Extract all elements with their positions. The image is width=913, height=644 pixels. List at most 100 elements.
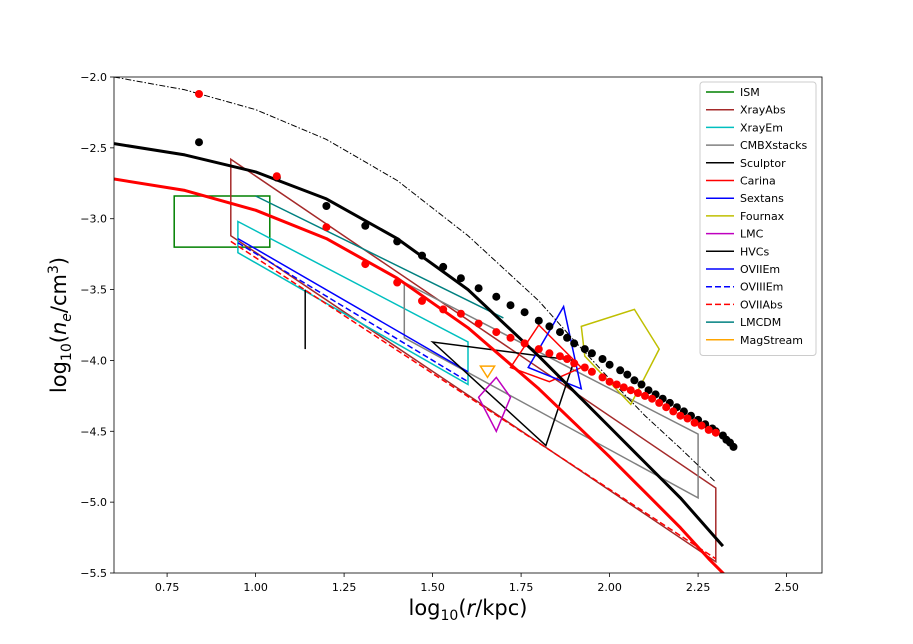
point-red-points-15: [563, 355, 572, 363]
y-tick-label: −3.5: [80, 284, 107, 297]
y-axis-label: log10(ne/cm3): [46, 257, 75, 393]
point-red-points-10: [506, 333, 515, 342]
legend-label-hvcs: HVCs: [740, 245, 769, 258]
shape-lmc-13: [477, 376, 512, 434]
point-red-points-3: [361, 260, 370, 269]
point-black-points-24: [637, 380, 646, 389]
legend-label-cmbxstacks: CMBXstacks: [740, 139, 807, 152]
x-tick-label: 2.00: [597, 581, 622, 594]
shape-hvcs-9: [430, 340, 576, 447]
x-tick-label: 2.50: [774, 581, 799, 594]
point-black-points-8: [474, 284, 483, 293]
point-red-points-32: [690, 418, 699, 427]
axes-layer: 0.75 1.00 1.25 1.50 1.75 2.00 2.25 2.50 −5.5 −5.0…: [80, 71, 799, 594]
x-tick-label: 2.25: [686, 581, 711, 594]
point-black-points-6: [439, 262, 448, 271]
y-tick-label: −5.0: [80, 496, 107, 509]
y-tick-label: −4.5: [80, 425, 107, 438]
point-red-points-26: [648, 394, 657, 403]
point-red-points-28: [662, 403, 671, 412]
legend-label-sextans: Sextans: [740, 192, 784, 205]
point-black-points-16: [570, 339, 579, 348]
y-tick-label: −2.5: [80, 142, 107, 155]
shape-cmbxstacks-3: [403, 281, 699, 500]
y-tick-label: −2.0: [80, 71, 107, 84]
point-red-points-24: [633, 389, 642, 397]
point-black-points-3: [361, 221, 370, 230]
point-red-points-27: [655, 398, 664, 407]
legend-label-fournax: Fournax: [740, 210, 785, 223]
point-black-points-19: [598, 355, 607, 363]
x-tick-label: 1.00: [243, 581, 268, 594]
point-black-points-14: [556, 328, 564, 337]
point-red-points-25: [641, 391, 649, 400]
plot-frame: [113, 76, 823, 574]
point-red-points-34: [704, 425, 713, 434]
legend-label-lmcdm: LMCDM: [740, 316, 781, 329]
x-axis-label: log10(r/kpc): [409, 596, 528, 624]
point-red-points-13: [545, 349, 554, 358]
point-red-points-16: [570, 359, 579, 368]
point-black-points-4: [393, 237, 402, 246]
x-tick-label: 1.25: [332, 581, 357, 594]
point-black-points-15: [563, 333, 572, 342]
data-layer: [114, 77, 738, 573]
point-red-points-5: [418, 296, 426, 305]
y-tick-label: −4.0: [80, 354, 107, 367]
point-red-points-1: [272, 172, 281, 181]
curve-model-black: [114, 142, 725, 548]
y-tick-label: −3.0: [80, 213, 107, 226]
point-red-points-20: [605, 377, 614, 386]
point-red-points-23: [626, 386, 635, 395]
shape-xrayem-2: [237, 220, 469, 386]
legend-label-oviiiem: OVIIIEm: [740, 281, 783, 294]
point-red-points-35: [711, 428, 720, 437]
point-black-points-17: [580, 345, 589, 354]
legend-label-magstream: MagStream: [740, 334, 803, 347]
point-black-points-23: [630, 376, 639, 385]
shape-lmcdm-4: [255, 195, 504, 319]
point-black-points-39: [729, 442, 738, 451]
shape-oviiabs-7: [230, 240, 717, 560]
x-tick-label: 1.75: [509, 581, 534, 594]
point-red-points-6: [439, 305, 448, 314]
point-red-points-4: [393, 278, 402, 287]
point-black-points-22: [623, 370, 632, 379]
point-black-points-21: [616, 366, 625, 375]
point-black-points-0: [195, 138, 203, 147]
point-black-points-10: [506, 301, 515, 310]
legend: ISM XrayAbs XrayEm CMBXstacks Sculptor Carina…: [699, 81, 817, 356]
point-red-points-12: [534, 345, 543, 354]
point-black-points-7: [456, 274, 465, 283]
point-red-points-8: [474, 319, 483, 328]
point-black-points-18: [587, 349, 596, 358]
legend-label-carina: Carina: [740, 175, 776, 188]
point-black-points-11: [520, 308, 529, 317]
point-black-points-9: [492, 292, 501, 301]
point-red-points-0: [195, 90, 203, 98]
y-tick-label: −5.5: [80, 567, 107, 580]
legend-label-lmc: LMC: [740, 228, 764, 241]
point-red-points-29: [669, 407, 678, 416]
shape-sextans-11: [527, 304, 583, 391]
curve-model-red: [114, 177, 726, 573]
point-red-points-7: [456, 309, 465, 318]
point-red-points-9: [492, 328, 501, 337]
point-red-points-11: [520, 339, 529, 348]
legend-label-sculptor: Sculptor: [740, 157, 786, 170]
point-red-points-19: [598, 373, 607, 382]
point-black-points-12: [534, 316, 543, 325]
legend-label-xrayabs: XrayAbs: [740, 104, 786, 117]
point-red-points-31: [683, 414, 692, 423]
x-tick-label: 1.50: [420, 581, 445, 594]
point-black-points-5: [418, 251, 426, 260]
x-tick-label: 0.75: [155, 581, 180, 594]
shape-ism-0: [173, 195, 271, 248]
point-red-points-14: [556, 352, 564, 361]
point-red-points-18: [587, 367, 596, 376]
legend-label-oviiabs: OVIIAbs: [740, 298, 783, 311]
point-black-points-2: [322, 202, 331, 210]
shape-magstream-14: [479, 365, 496, 379]
legend-label-xrayem: XrayEm: [740, 121, 783, 134]
